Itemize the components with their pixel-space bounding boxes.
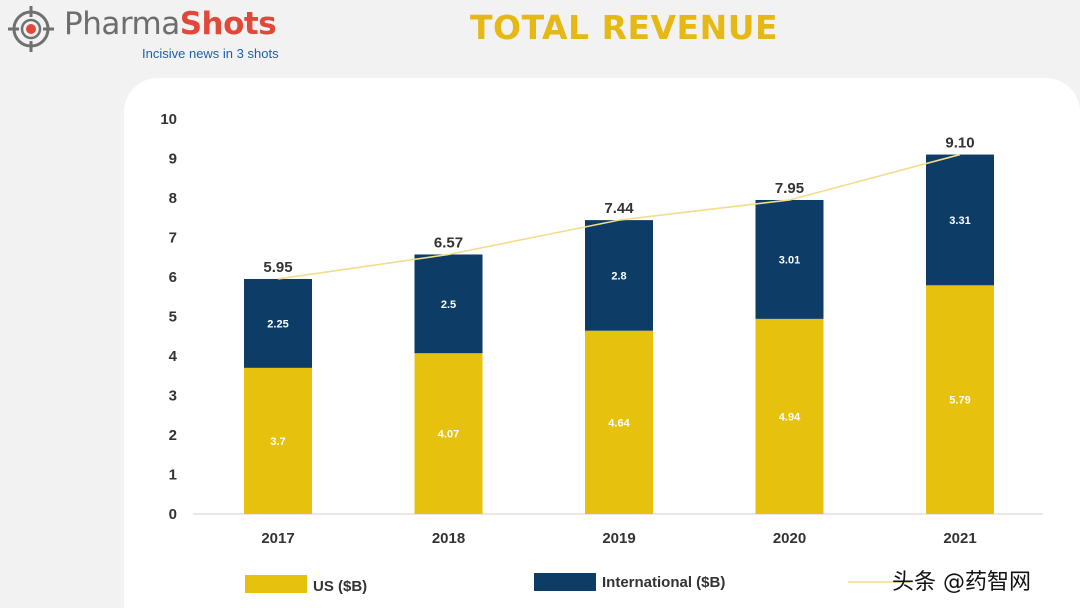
x-tick-label: 2020 [773,530,806,547]
y-tick-label: 9 [169,151,177,168]
data-label-total: 7.95 [775,180,804,197]
legend-label-international: International ($B) [602,574,725,591]
y-tick-label: 6 [169,269,177,286]
data-label-us: 4.94 [779,411,801,423]
brand-name-part1: Pharma [64,6,180,42]
y-tick-label: 1 [169,467,177,484]
y-tick-label: 3 [169,388,177,405]
x-tick-label: 2019 [602,530,635,547]
brand-tagline: Incisive news in 3 shots [142,46,279,61]
bar-international [244,278,312,368]
data-label-international: 3.01 [779,254,800,266]
x-tick-label: 2017 [261,530,294,547]
data-label-us: 5.79 [949,395,970,407]
brand-name-part2: Shots [179,6,277,42]
y-tick-label: 8 [169,190,177,207]
y-tick-label: 5 [169,309,177,326]
total-line [277,153,961,280]
legend-swatch-us [245,575,307,593]
y-tick-label: 10 [160,111,177,128]
data-label-total: 6.57 [434,234,463,251]
chart-title: TOTAL REVENUE [470,8,779,47]
total-line-layer [277,153,961,280]
data-label-us: 4.07 [438,429,459,441]
data-label-international: 3.31 [949,215,970,227]
legend: US ($B) International ($B) [245,573,910,595]
legend-label-us: US ($B) [313,578,367,595]
data-label-total: 7.44 [604,200,634,217]
data-label-us: 3.7 [270,436,285,448]
x-tick-label: 2018 [432,530,465,547]
data-label-international: 2.8 [611,270,626,282]
data-label-us: 4.64 [608,417,630,429]
axis-layer: 0 1 2 3 4 5 6 7 8 9 10 2017 2018 2019 2020 2021 [160,111,1043,547]
data-label-total: 5.95 [263,259,292,276]
bar-international [755,199,824,319]
bar-us [414,353,483,514]
brand-name: PharmaShots [64,6,277,42]
bars-layer [244,154,994,514]
legend-swatch-international [534,573,596,591]
bar-us [926,285,994,514]
data-label-total: 9.10 [945,135,974,152]
bar-us [585,330,653,514]
y-tick-label: 4 [169,348,178,365]
x-tick-label: 2021 [943,530,976,547]
y-tick-label: 2 [169,427,177,444]
labels-layer: 3.7 2.25 4.07 2.5 4.64 2.8 4.94 3.01 5.79 3.31 5.9… [263,135,974,448]
bar-international [585,220,653,331]
bar-international [926,154,994,286]
bar-international [414,254,483,354]
y-tick-label: 7 [169,230,177,247]
data-label-international: 2.25 [267,318,288,330]
crosshair-target-icon [8,6,54,52]
data-label-international: 2.5 [441,299,456,311]
bar-us [244,367,312,514]
pharmashots-logo[interactable]: PharmaShots Incisive news in 3 shots [6,4,296,64]
bar-us [755,318,824,514]
y-tick-label: 0 [169,506,177,523]
watermark-text: 头条 @药智网 [892,570,1031,595]
